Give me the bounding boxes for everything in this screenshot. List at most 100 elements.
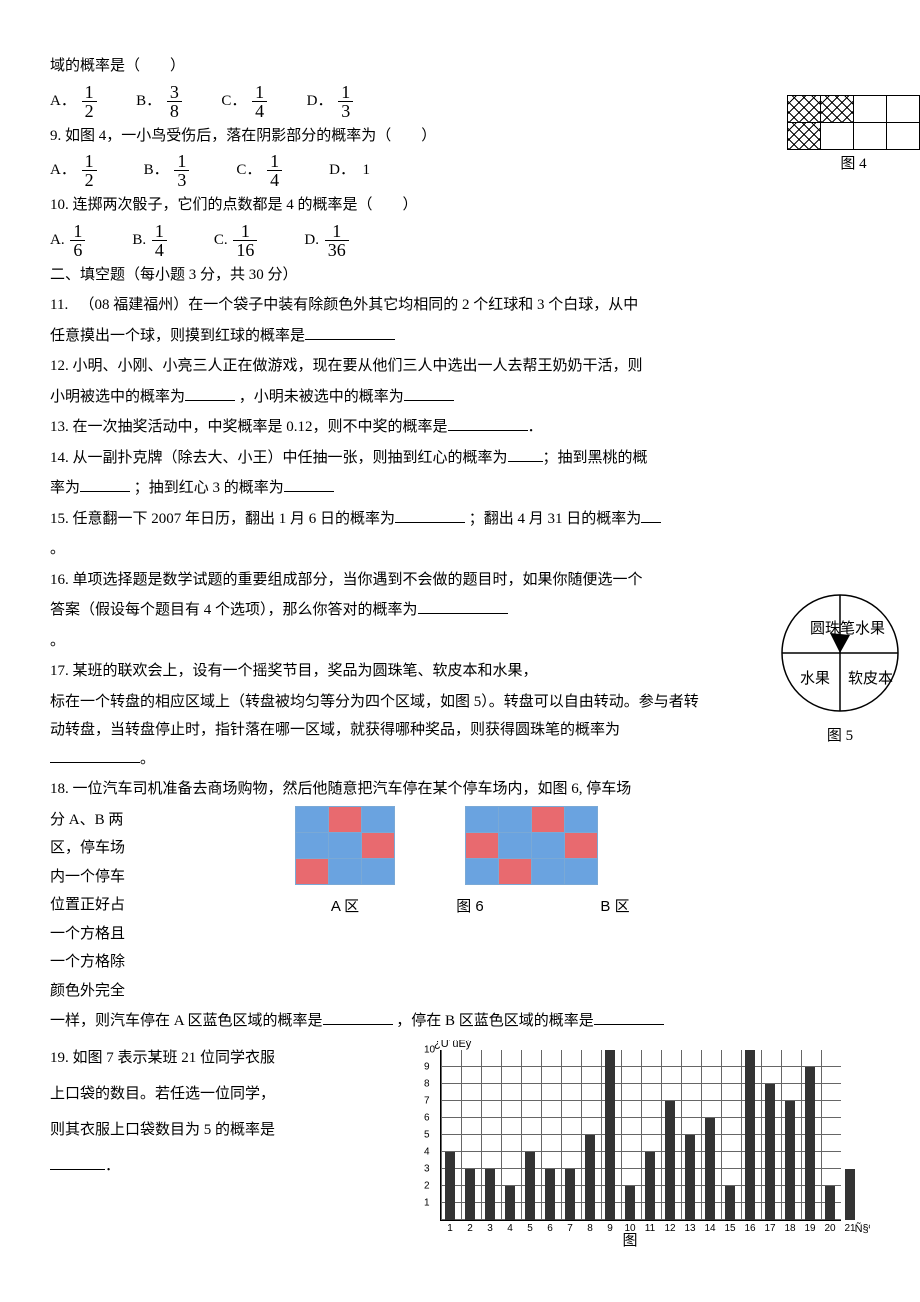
figure-7-bar <box>505 1186 515 1220</box>
figure-7-xtick: 8 <box>587 1219 593 1238</box>
fig5-label-2: 水果 <box>800 670 830 687</box>
figure-7-bar <box>725 1186 735 1220</box>
figure-5: 圆珠笔 水果 水果 软皮本 图 5 <box>760 588 920 751</box>
figure-6-grid-a <box>295 806 395 885</box>
figure-7-ytick: 6 <box>424 1108 430 1127</box>
section-2-heading: 二、填空题（每小题 3 分，共 30 分） <box>50 261 870 290</box>
q10-options: A. 16 B. 14 C. 116 D. 136 <box>50 222 870 259</box>
figure-6-label-b: B 区 <box>545 893 685 922</box>
figure-7-xtick: 21 <box>844 1219 855 1238</box>
figure-6: A 区 图 6 B 区 <box>295 806 870 922</box>
figure-7-xtick: 18 <box>784 1219 795 1238</box>
figure-7-bar <box>845 1169 855 1220</box>
figure-7-xtick: 10 <box>624 1219 635 1238</box>
figure-7-barchart: ¿Ú´üÊý Ñ§ºÅ 图 12345678910123456789101112… <box>410 1040 850 1250</box>
q9-C-frac: 14 <box>267 152 282 189</box>
figure-7-bar <box>765 1084 775 1220</box>
q14-blank1 <box>508 446 543 462</box>
q10-stem: 10. 连掷两次骰子，它们的点数都是 4 的概率是（ ） <box>50 191 870 220</box>
q8-C-label: C． <box>221 92 246 108</box>
figure-7-xtitle: Ñ§ºÅ <box>855 1219 870 1240</box>
q17-blank <box>50 747 140 763</box>
figure-7-bar <box>805 1067 815 1220</box>
figure-7-bar <box>745 1050 755 1220</box>
figure-7-xtick: 4 <box>507 1219 513 1238</box>
q14-line1: 14. 从一副扑克牌（除去大、小王）中任抽一张，则抽到红心的概率为；抽到黑桃的概 <box>50 444 870 473</box>
figure-7-bar <box>825 1186 835 1220</box>
q19-blank <box>50 1154 105 1170</box>
figure-7-bar <box>665 1101 675 1220</box>
fig5-label-0: 圆珠笔 <box>810 620 855 637</box>
q15-blank2 <box>641 507 661 523</box>
q18-line1: 18. 一位汽车司机准备去商场购物，然后他随意把汽车停在某个停车场内，如图 6,… <box>50 775 870 804</box>
figure-7-xtick: 6 <box>547 1219 553 1238</box>
q8-B-label: B． <box>136 92 161 108</box>
figure-7-bar <box>625 1186 635 1220</box>
q9-B-frac: 13 <box>174 152 189 189</box>
figure-6-caption: 图 6 <box>395 893 545 922</box>
figure-7-bar <box>645 1152 655 1220</box>
figure-7-xtick: 17 <box>764 1219 775 1238</box>
figure-7-ytick: 4 <box>424 1142 430 1161</box>
q19-text: 19. 如图 7 表示某班 21 位同学衣服上口袋的数目。若任选一位同学，则其衣… <box>50 1040 280 1184</box>
figure-7-bar <box>605 1050 615 1220</box>
figure-7-xtick: 1 <box>447 1219 453 1238</box>
q13: 13. 在一次抽奖活动中，中奖概率是 0.12，则不中奖的概率是． <box>50 413 870 442</box>
figure-7-xtick: 14 <box>704 1219 715 1238</box>
q9-A-label: A． <box>50 162 76 178</box>
q8-D-label: D． <box>307 92 333 108</box>
q18-left-text: 分 A、B 两 区，停车场 内一个停车 位置正好占 一个方格且 一个方格除 颜色… <box>50 806 160 1006</box>
figure-7-xtick: 5 <box>527 1219 533 1238</box>
figure-7-bar <box>445 1152 455 1220</box>
q16-line1: 16. 单项选择题是数学试题的重要组成部分，当你遇到不会做的题目时，如果你随便选… <box>50 566 870 595</box>
q13-blank <box>448 415 528 431</box>
figure-4-label: 图 4 <box>787 150 920 179</box>
q9-A-frac: 12 <box>82 152 97 189</box>
q8-stem-cont: 域的概率是（ ） <box>50 52 870 81</box>
figure-7-xtick: 12 <box>664 1219 675 1238</box>
q16-end: 。 <box>50 627 870 656</box>
q10-C-label: C. <box>214 231 228 247</box>
q10-A-label: A. <box>50 231 65 247</box>
q10-D-frac: 136 <box>325 222 349 259</box>
figure-7-xtick: 9 <box>607 1219 613 1238</box>
figure-7-ytick: 3 <box>424 1159 430 1178</box>
q18-blank1 <box>323 1009 393 1025</box>
q10-D-label: D. <box>304 231 319 247</box>
q12-line2: 小明被选中的概率为 ，小明未被选中的概率为 <box>50 383 870 412</box>
q18-line2: 一样，则汽车停在 A 区蓝色区域的概率是 ，停在 B 区蓝色区域的概率是 <box>50 1007 870 1036</box>
figure-7-ytick: 7 <box>424 1091 430 1110</box>
figure-7-bar <box>545 1169 555 1220</box>
q17-line2: 标在一个转盘的相应区域上（转盘被均匀等分为四个区域，如图 5）。转盘可以自由转动… <box>50 688 700 774</box>
figure-6-grid-b <box>465 806 598 885</box>
q15: 15. 任意翻一下 2007 年日历，翻出 1 月 6 日的概率为 ；翻出 4 … <box>50 505 870 534</box>
figure-4: 图 4 <box>787 95 920 179</box>
figure-6-label-a: A 区 <box>295 893 395 922</box>
q18-blank2 <box>594 1009 664 1025</box>
figure-7-ytick: 9 <box>424 1057 430 1076</box>
figure-7-ytick: 5 <box>424 1125 430 1144</box>
figure-7-xtick: 7 <box>567 1219 573 1238</box>
q11-line2: 任意摸出一个球，则摸到红球的概率是 <box>50 322 870 351</box>
q14-blank3 <box>284 476 334 492</box>
q12-blank2 <box>404 385 454 401</box>
q8-A-frac: 12 <box>82 83 97 120</box>
q12-blank1 <box>185 385 235 401</box>
q12-line1: 12. 小明、小刚、小亮三人正在做游戏，现在要从他们三人中选出一人去帮王奶奶干活… <box>50 352 870 381</box>
q16-line2: 答案（假设每个题目有 4 个选项），那么你答对的概率为 <box>50 596 870 625</box>
figure-7-bar <box>525 1152 535 1220</box>
q11-blank <box>305 324 395 340</box>
q10-B-label: B. <box>132 231 146 247</box>
figure-7-xtick: 13 <box>684 1219 695 1238</box>
figure-7-ytick: 2 <box>424 1176 430 1195</box>
q8-A-label: A． <box>50 92 76 108</box>
q8-C-frac: 14 <box>252 83 267 120</box>
figure-7-xtick: 2 <box>467 1219 473 1238</box>
figure-7-bar <box>485 1169 495 1220</box>
figure-7-bar <box>785 1101 795 1220</box>
q9-C-label: C． <box>236 162 261 178</box>
q9-stem: 9. 如图 4，一小鸟受伤后，落在阴影部分的概率为（ ） <box>50 122 870 151</box>
figure-7-ytick: 8 <box>424 1074 430 1093</box>
fig5-label-1: 水果 <box>855 620 885 637</box>
q14-line2: 率为 ；抽到红心 3 的概率为 <box>50 474 870 503</box>
